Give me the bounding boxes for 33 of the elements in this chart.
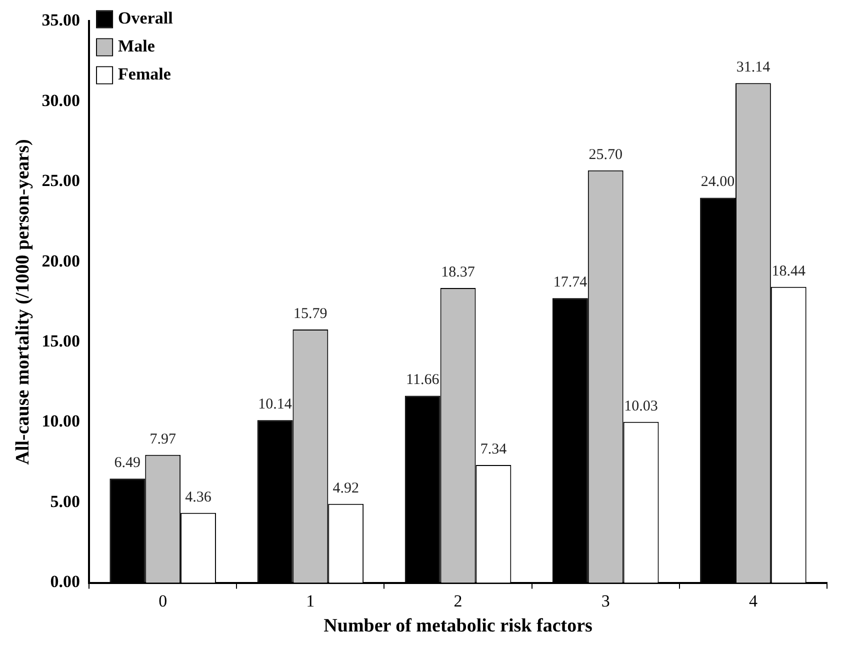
data-label: 15.79 [294,306,328,322]
legend-label: Female [118,64,172,84]
legend-label: Overall [118,8,174,28]
x-tick-label: 1 [306,591,315,610]
y-tick-label: 35.00 [42,10,80,30]
x-axis-title: Number of metabolic risk factors [324,616,592,637]
x-tick-label: 2 [454,591,462,610]
x-tick-label: 4 [748,591,758,610]
y-tick-label: 20.00 [42,251,80,270]
data-label: 6.49 [114,455,141,472]
data-label: 4.92 [332,480,359,496]
data-label: 17.74 [553,274,588,291]
data-label: 25.70 [588,146,622,163]
data-label: 11.66 [406,372,440,388]
y-tick-label: 5.00 [50,492,80,511]
data-label: 7.34 [480,441,508,458]
data-label: 4.36 [185,489,212,506]
data-label: 10.03 [624,398,658,414]
data-label: 18.44 [772,263,806,280]
y-tick-label: 25.00 [42,171,80,190]
data-label: 10.14 [258,396,292,413]
data-label: 7.97 [150,431,176,448]
data-label: 31.14 [736,60,771,76]
y-tick-label: 30.00 [42,90,80,110]
data-label: 24.00 [700,174,735,190]
y-tick-label: 10.00 [42,412,80,431]
y-tick-label: 15.00 [42,332,80,351]
legend-label: Male [118,36,156,56]
y-axis-title: All-cause mortality (/1000 person-years) [12,139,34,465]
x-tick-label: 0 [158,591,168,610]
y-tick-label: 0.00 [50,572,80,592]
data-label: 18.37 [441,264,476,280]
x-tick-label: 3 [601,591,610,610]
